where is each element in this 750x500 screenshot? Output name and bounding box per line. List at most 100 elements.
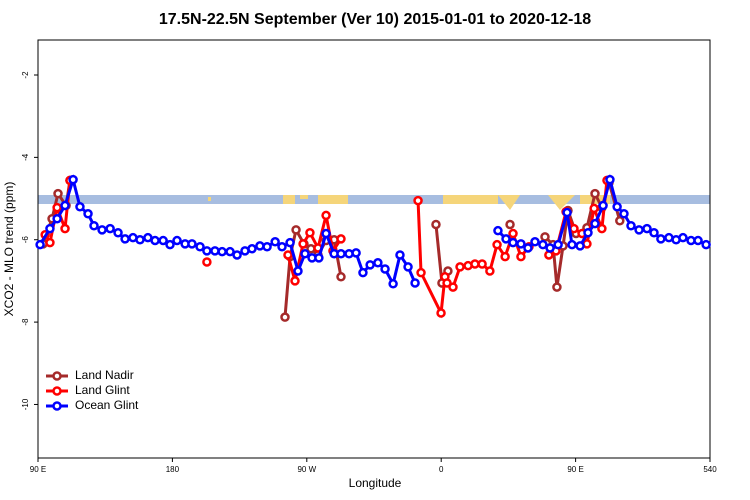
point [612,202,622,212]
point [436,308,446,318]
point [395,250,405,260]
point [298,239,308,249]
point [225,246,235,257]
point [575,241,585,251]
point [545,243,555,253]
point [431,219,441,230]
point [656,234,666,244]
x-tick-label: 90 W [297,465,316,474]
point [540,232,550,242]
point [280,312,290,322]
point [202,246,212,256]
legend-marker [52,401,62,411]
point [113,227,123,238]
point [210,246,220,256]
point [416,267,426,278]
point [642,223,652,234]
legend-label: Ocean Glint [75,398,139,412]
point [505,219,515,230]
y-tick-label: -10 [21,398,30,410]
map-strip [38,195,710,210]
point [60,200,70,211]
point [202,257,212,267]
point [597,223,607,234]
point [283,250,293,260]
chart-title: 17.5N-22.5N September (Ver 10) 2015-01-0… [159,11,591,28]
point [516,239,526,249]
point [247,244,257,254]
point [701,239,711,250]
point [89,220,99,231]
point [305,227,315,238]
point [262,241,272,252]
point [605,174,615,185]
point [583,227,593,238]
point [589,203,599,214]
point [516,251,526,262]
point [172,235,182,246]
point [590,218,600,229]
point [293,266,303,276]
point [321,210,331,221]
point [501,234,511,244]
point [413,195,423,206]
plot-frame [37,39,711,459]
point [158,235,168,246]
y-tick-label: -2 [21,71,30,79]
point [380,264,390,274]
point [567,239,577,250]
point [598,200,608,211]
point [455,262,465,272]
point [530,237,540,247]
point [336,234,346,244]
point [60,223,70,234]
point [508,228,518,239]
point [492,239,502,250]
point [120,234,130,244]
x-tick-label: 90 E [567,465,583,474]
point [217,246,227,257]
point [187,239,197,249]
point [485,266,495,276]
x-tick-label: 0 [439,465,444,474]
point [195,241,205,252]
point [552,282,562,292]
point [83,209,93,219]
point [314,253,324,263]
point [538,239,548,250]
x-axis-label: Longitude [349,476,402,490]
point [619,209,629,219]
point [105,223,115,234]
point [649,227,659,238]
x-tick-label: 90 E [30,465,46,474]
point [351,248,361,258]
point [448,282,458,292]
point [150,235,160,246]
point [52,213,62,224]
point [290,276,300,286]
point [52,202,62,213]
point [500,251,510,262]
point [590,188,600,199]
point [693,235,703,246]
point [615,216,625,226]
point [270,237,280,247]
point [68,174,78,185]
y-tick-label: -8 [21,318,30,326]
point [403,262,413,272]
point [678,232,688,243]
legend-marker [52,371,62,381]
point [165,239,175,250]
point [626,220,636,231]
point [477,259,487,269]
point [255,241,265,251]
y-tick-label: -6 [21,236,30,244]
point [373,258,383,268]
point [493,225,503,236]
point [232,250,242,260]
point [336,272,346,282]
point [75,202,85,212]
legend-label: Land Glint [75,383,130,397]
point [135,234,145,245]
